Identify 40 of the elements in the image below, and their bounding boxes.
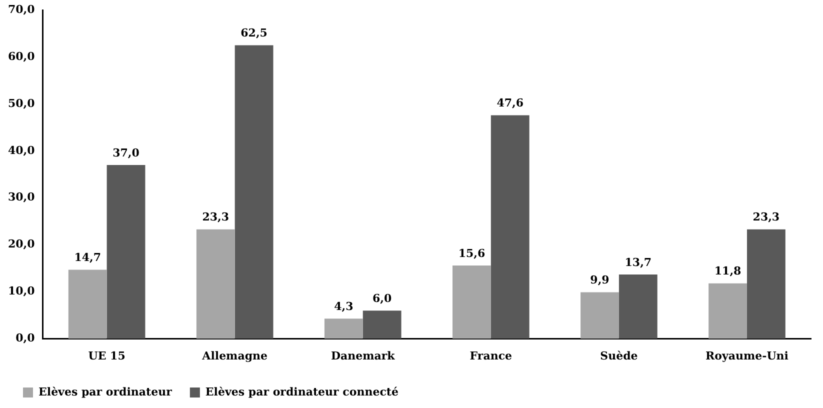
bar [68,270,107,339]
bar [746,229,786,339]
y-tick-label: 30,0 [8,190,36,204]
data-label: 47,6 [496,96,524,110]
data-label: 62,5 [240,26,268,40]
bar [490,115,530,339]
legend-label: Elèves par ordinateur [38,385,172,398]
data-label: 23,3 [202,210,230,224]
x-tick-label: UE 15 [88,349,126,362]
y-tick-label: 40,0 [8,144,36,157]
y-tick-label: 60,0 [8,50,36,63]
data-label: 37,0 [112,146,140,160]
x-tick-label: Suède [600,349,638,362]
data-label: 11,8 [714,264,742,278]
bar [234,45,274,339]
legend-label: Elèves par ordinateur connecté [205,385,398,398]
y-tick-label: 50,0 [8,96,36,110]
bar [580,292,619,339]
y-tick-label: 0,0 [16,332,36,345]
y-tick-label: 70,0 [8,2,36,16]
data-label: 6,0 [372,292,392,305]
y-tick-label: 20,0 [8,238,36,251]
x-tick-label: Danemark [330,349,396,362]
y-tick-label: 10,0 [8,284,36,298]
data-label: 9,9 [590,274,610,287]
data-label: 13,7 [624,256,652,269]
data-label: 15,6 [458,246,486,260]
x-tick-label: France [470,349,512,362]
bar [362,310,402,339]
x-tick-label: Allemagne [201,349,268,362]
bar [708,283,747,339]
x-tick-label: Royaume-Uni [706,349,788,362]
data-label: 23,3 [752,210,780,224]
bar [618,274,658,339]
bar [452,266,491,339]
data-label: 4,3 [334,300,354,313]
data-label: 14,7 [74,251,101,264]
bar [106,165,146,339]
bar [324,318,363,339]
bar [196,229,235,339]
